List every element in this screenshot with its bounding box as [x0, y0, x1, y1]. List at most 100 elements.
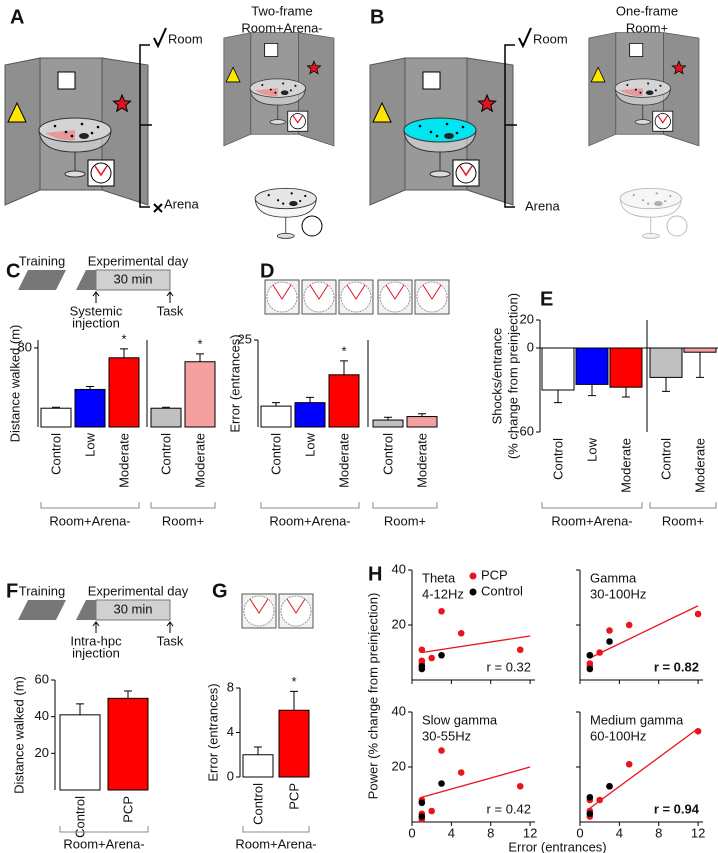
track-arena — [416, 281, 448, 313]
timeline-label: Training — [19, 253, 65, 268]
bar — [575, 347, 609, 385]
point — [418, 646, 426, 654]
arena-bowl — [619, 198, 682, 218]
arena-base — [64, 170, 86, 178]
arena-dot — [435, 134, 439, 138]
y-tick-label: 60 — [35, 671, 49, 686]
frame-icon — [87, 159, 115, 187]
error-bar — [162, 406, 170, 409]
arrow — [166, 621, 174, 633]
y-tick-label: 80 — [18, 339, 32, 354]
diagram-title: One-frame — [616, 3, 678, 18]
annotation: r = 0.94 — [654, 801, 700, 816]
group-label: Room+Arena- — [49, 513, 130, 528]
arena-base — [269, 119, 286, 125]
arena-dot — [274, 91, 277, 94]
group-label: Room+ — [162, 513, 204, 528]
bar — [649, 347, 683, 378]
error-bar — [696, 352, 704, 378]
x-tick-label: 12 — [523, 825, 537, 840]
category-label: Control — [250, 783, 265, 825]
timeline-label: injection — [72, 645, 120, 660]
arena-dot — [634, 88, 637, 91]
point — [694, 610, 702, 618]
room-diagram — [223, 32, 335, 147]
bar — [683, 347, 717, 353]
frame-icon-zone — [94, 165, 108, 177]
diagram-title: Room+ — [626, 20, 668, 35]
legend-marker — [469, 588, 477, 596]
arena-dot — [669, 194, 672, 198]
session-box — [95, 599, 171, 621]
track-arena — [379, 281, 411, 313]
arena-dot — [261, 84, 264, 87]
category-label: Low — [82, 432, 97, 456]
cue-square — [264, 43, 279, 57]
panel-title: 30-55Hz — [422, 728, 471, 743]
arrow — [166, 291, 174, 303]
error-bar — [272, 402, 280, 407]
group-label: Room+Arena- — [235, 836, 316, 851]
arena-dot — [90, 131, 94, 135]
arena-base — [641, 232, 660, 239]
point — [586, 810, 594, 818]
arena-dot — [80, 122, 84, 126]
group-label: Room+Arena- — [63, 836, 144, 851]
panel-label: B — [370, 6, 384, 28]
cue-star — [671, 60, 687, 75]
arrow — [92, 621, 100, 633]
error-bar — [52, 406, 60, 409]
x-mark — [153, 203, 163, 213]
cue-square — [57, 71, 76, 90]
timeline-label: injection — [72, 315, 120, 330]
group-label: Room+ — [662, 513, 704, 528]
significance: * — [341, 343, 346, 358]
point — [596, 649, 603, 656]
bar — [260, 405, 292, 428]
error-bar — [254, 746, 262, 755]
bar — [242, 754, 274, 778]
point — [625, 621, 633, 629]
frame-icon-zone — [657, 115, 668, 124]
bracket — [504, 44, 517, 208]
shock-zone — [619, 88, 643, 97]
group-label: Room+ — [384, 513, 426, 528]
arena-floor — [254, 187, 317, 210]
track-zone — [272, 284, 292, 300]
arena-base — [634, 119, 651, 125]
group-bracket — [59, 826, 149, 833]
group-label: Room+Arena- — [551, 513, 632, 528]
day-bar — [76, 600, 96, 620]
bar — [541, 347, 575, 391]
y-tick-label: -60 — [515, 423, 534, 438]
arena-dot — [647, 202, 650, 205]
frame-icon — [652, 110, 674, 132]
category-label: Control — [158, 433, 173, 475]
arena-dot — [96, 125, 100, 129]
rat — [280, 90, 289, 96]
arena-dot — [429, 130, 433, 134]
bar — [294, 402, 326, 428]
cue-star — [112, 93, 132, 113]
category-label: Low — [302, 432, 317, 456]
timeline-label: Task — [157, 633, 184, 648]
bar — [74, 388, 106, 428]
y-axis-label: Distance walked (m) — [11, 676, 26, 794]
arena-dot — [294, 84, 297, 87]
track-zone — [422, 284, 442, 300]
day-bar — [76, 270, 96, 290]
point — [586, 651, 594, 659]
wall — [369, 57, 406, 206]
panel-label: D — [260, 260, 274, 282]
bar — [372, 419, 404, 428]
x-axis-label: Error (entrances) — [508, 839, 606, 853]
point — [586, 665, 594, 673]
fit-line — [421, 766, 531, 798]
cue-star — [477, 93, 497, 113]
track-zone — [309, 284, 329, 300]
category-label: Control — [48, 433, 63, 475]
point — [606, 638, 613, 645]
y-axis-label: Distance walked (m) — [7, 325, 22, 443]
cue-triangle — [590, 66, 606, 83]
